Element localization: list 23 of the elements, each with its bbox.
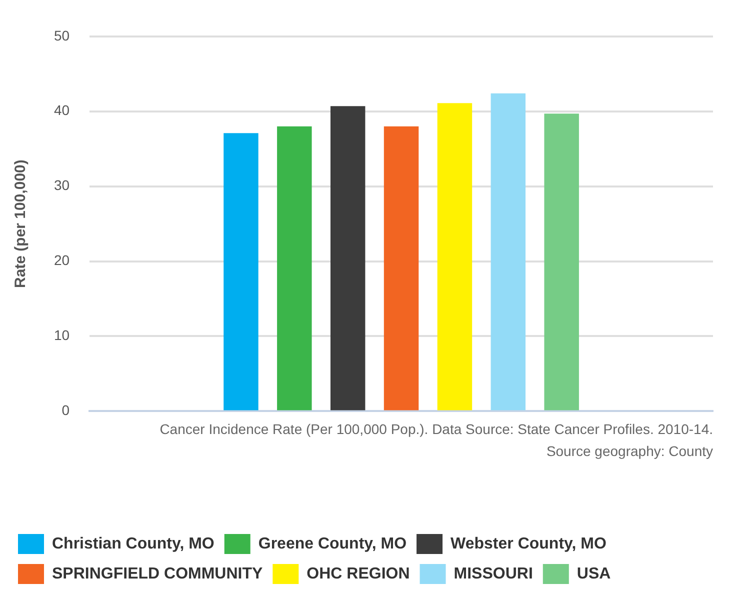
bar bbox=[437, 103, 472, 410]
legend-label: USA bbox=[576, 565, 612, 582]
legend-label: Webster County, MO bbox=[450, 535, 606, 552]
source-note: Source geography: County bbox=[546, 443, 713, 460]
bar bbox=[544, 114, 579, 410]
text: Cancer Incidence Rate (Per 100,000 Pop.). Data Source: State Cancer Profiles. 2010-14. bbox=[160, 421, 713, 438]
y-tick-label: 30 bbox=[54, 177, 70, 194]
bar bbox=[224, 133, 258, 410]
y-tick-label: 50 bbox=[54, 27, 70, 44]
y-tick-label: 40 bbox=[54, 102, 70, 118]
legend-label: MISSOURI bbox=[454, 565, 533, 582]
legend-label: Greene County, MO bbox=[258, 535, 407, 552]
y-tick-label: 10 bbox=[54, 327, 70, 344]
y-tick-label: 20 bbox=[54, 252, 70, 268]
legend-label: OHC REGION bbox=[306, 565, 410, 582]
y-axis-title: Rate (per 100,000) bbox=[12, 160, 30, 288]
y-tick-label: 0 bbox=[62, 402, 70, 418]
legend-label: SPRINGFIELD COMMUNITY bbox=[52, 565, 263, 582]
bar bbox=[330, 106, 366, 410]
legend-label: Christian County, MO bbox=[52, 535, 214, 552]
bar bbox=[277, 126, 312, 410]
bar bbox=[490, 93, 526, 410]
bar bbox=[384, 126, 419, 410]
